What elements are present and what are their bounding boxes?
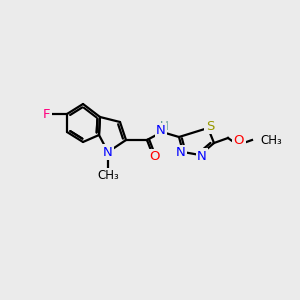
Text: N: N xyxy=(103,146,113,158)
Text: CH₃: CH₃ xyxy=(260,134,282,146)
Text: O: O xyxy=(150,151,160,164)
Text: H: H xyxy=(160,119,168,133)
Text: S: S xyxy=(206,119,214,133)
Text: O: O xyxy=(234,134,244,146)
Text: CH₃: CH₃ xyxy=(97,169,119,182)
Text: N: N xyxy=(176,146,186,160)
Text: N: N xyxy=(197,149,207,163)
Text: F: F xyxy=(43,107,51,121)
Text: N: N xyxy=(156,124,166,137)
